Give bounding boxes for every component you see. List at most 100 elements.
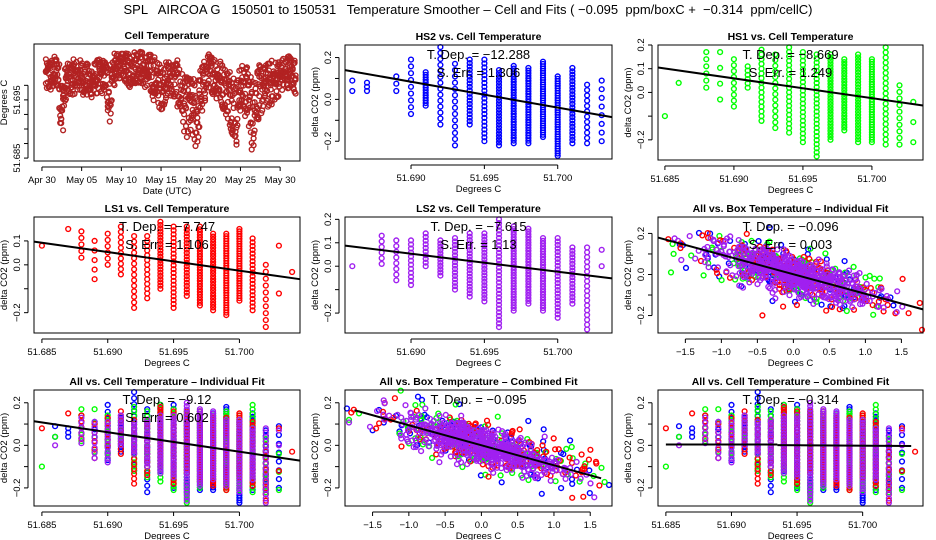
x-axis-label: Degrees C	[144, 531, 190, 540]
data-point	[495, 320, 503, 327]
data-point	[131, 277, 138, 284]
data-point	[481, 122, 488, 129]
data-point	[818, 268, 825, 275]
data-point	[183, 253, 190, 260]
data-point	[481, 110, 488, 118]
data-point	[210, 270, 217, 277]
data-point	[249, 265, 256, 272]
data-point	[882, 105, 889, 112]
data-point	[569, 77, 576, 85]
data-point	[117, 234, 125, 241]
data-point	[495, 312, 503, 320]
data-point	[841, 118, 848, 125]
data-point	[850, 263, 857, 271]
data-point	[539, 58, 547, 65]
data-point	[827, 80, 834, 88]
data-point	[678, 256, 685, 264]
panel-all-vs-box-individual: All vs. Box Temperature – Individual Fit…	[623, 203, 926, 369]
data-point	[183, 230, 190, 237]
data-point	[785, 275, 792, 282]
data-point	[823, 307, 830, 314]
data-point	[847, 293, 854, 300]
data-point	[598, 464, 605, 471]
data-point	[249, 235, 256, 242]
data-point	[466, 290, 473, 297]
data-point	[437, 109, 444, 116]
data-point	[688, 252, 695, 259]
data-point	[196, 234, 204, 241]
x-axis-label: Degrees C	[456, 184, 502, 195]
x-tick-label: 51.695	[788, 174, 817, 185]
y-tick-label: 0.0	[323, 260, 334, 273]
data-point	[275, 476, 283, 483]
data-point	[601, 478, 608, 486]
data-point	[157, 409, 164, 416]
data-point	[843, 307, 850, 315]
data-point	[813, 149, 820, 156]
data-point	[451, 286, 459, 293]
data-point	[510, 236, 517, 244]
data-point	[398, 443, 405, 450]
data-point	[437, 61, 444, 69]
data-point	[181, 128, 188, 135]
data-point	[495, 78, 503, 86]
data-point	[466, 253, 473, 260]
data-point	[466, 63, 473, 70]
data-point	[235, 77, 242, 84]
data-point	[697, 257, 705, 265]
data-point	[183, 499, 190, 506]
data-point	[191, 98, 198, 106]
x-tick-label: 51.690	[93, 520, 122, 531]
y-tick-label: −0.2	[323, 132, 334, 151]
data-point	[210, 242, 217, 249]
data-point	[495, 82, 503, 89]
data-point	[262, 282, 269, 289]
data-point	[481, 240, 488, 247]
data-point	[799, 48, 807, 56]
data-point	[598, 103, 605, 110]
data-point	[393, 277, 400, 284]
data-point	[481, 278, 488, 286]
data-point	[391, 395, 399, 402]
data-point	[495, 121, 503, 128]
data-point	[882, 64, 889, 71]
data-point	[236, 410, 243, 417]
data-point	[393, 237, 400, 244]
data-point	[569, 277, 576, 284]
data-point	[210, 267, 217, 274]
data-point	[279, 86, 286, 94]
data-point	[170, 297, 177, 304]
y-axis-label: delta CO2 (ppm)	[0, 413, 10, 483]
data-point	[827, 121, 834, 129]
data-point	[713, 246, 720, 253]
data-point	[841, 127, 848, 134]
data-point	[144, 280, 151, 288]
data-point	[730, 97, 738, 104]
data-point	[841, 124, 848, 131]
data-point	[510, 62, 517, 70]
data-point	[554, 290, 561, 297]
data-point	[759, 312, 766, 319]
data-point	[157, 234, 164, 241]
data-point	[871, 275, 878, 282]
data-point	[422, 263, 429, 270]
data-point	[144, 406, 151, 413]
data-point	[481, 288, 488, 295]
data-point	[249, 307, 256, 314]
data-point	[451, 117, 459, 124]
data-point	[249, 250, 256, 257]
data-point	[813, 141, 820, 148]
data-point	[243, 64, 251, 71]
data-point	[827, 54, 834, 61]
data-point	[892, 310, 899, 317]
data-point	[882, 136, 889, 143]
data-point	[766, 224, 773, 231]
x-axis-label: Degrees C	[768, 185, 814, 196]
data-point	[183, 240, 190, 247]
data-point	[157, 218, 164, 225]
data-point	[210, 239, 217, 246]
data-point	[731, 276, 739, 283]
